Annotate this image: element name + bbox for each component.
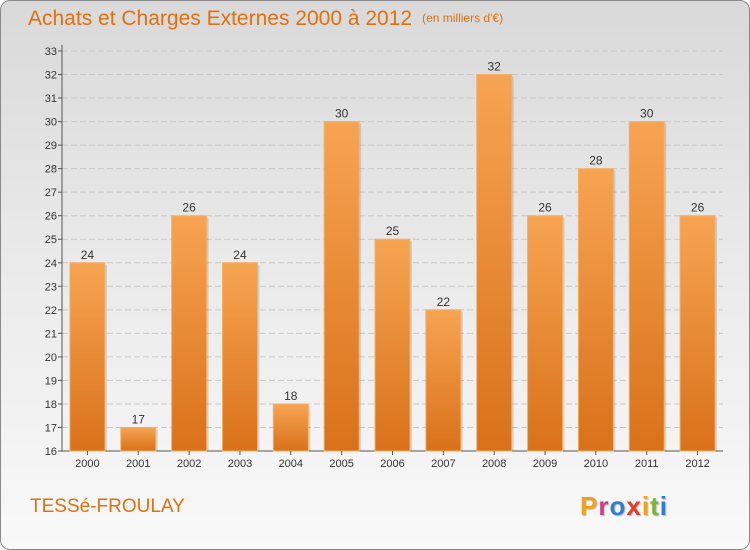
y-tick-label: 29 [45, 140, 57, 152]
data-label: 30 [640, 107, 654, 121]
y-axis-ticks: 16 17 18 19 20 21 22 23 24 25 26 27 28 29 30 31 32 33 [45, 46, 62, 458]
proxiti-logo: Proxiti [580, 491, 688, 523]
y-tick-label: 23 [45, 281, 57, 293]
x-tick-label: 2006 [380, 458, 404, 470]
x-tick-label: 2008 [482, 458, 506, 470]
bar [120, 426, 157, 452]
data-label: 26 [538, 201, 552, 215]
x-tick-label: 2007 [431, 458, 455, 470]
y-tick-label: 31 [45, 93, 57, 105]
bar [628, 121, 665, 452]
data-label: 18 [284, 389, 298, 403]
y-tick-label: 26 [45, 211, 57, 223]
data-labels: 24 17 26 24 18 30 25 22 32 26 28 30 26 [81, 60, 705, 427]
y-tick-label: 22 [45, 305, 57, 317]
title-unit: (en milliers d'€) [422, 11, 504, 25]
data-label: 32 [488, 60, 502, 74]
bar [577, 168, 614, 452]
data-label: 24 [233, 248, 247, 262]
y-tick-label: 27 [45, 187, 57, 199]
bar [221, 262, 258, 452]
bar [374, 238, 411, 452]
bars [69, 74, 718, 452]
data-label: 25 [386, 224, 400, 238]
y-tick-label: 25 [45, 234, 57, 246]
data-label: 26 [691, 201, 705, 215]
bar [425, 309, 462, 452]
data-label: 30 [335, 107, 349, 121]
logo-letter: t [650, 491, 660, 521]
bar [69, 262, 106, 452]
y-tick-label: 32 [45, 70, 57, 82]
logo-letter: i [659, 491, 668, 521]
y-tick-label: 21 [45, 328, 57, 340]
x-tick-label: 2012 [685, 458, 709, 470]
y-tick-label: 30 [45, 117, 57, 129]
data-label: 26 [182, 201, 196, 215]
logo-letter: i [641, 491, 651, 521]
y-tick-label: 24 [45, 258, 57, 270]
data-label: 28 [589, 154, 603, 168]
x-tick-label: 2002 [177, 458, 201, 470]
data-label: 17 [132, 412, 146, 426]
bar [679, 215, 716, 452]
bar [272, 403, 309, 452]
y-tick-label: 19 [45, 375, 57, 387]
bar [171, 215, 208, 452]
x-tick-label: 2011 [635, 458, 659, 470]
x-tick-label: 2005 [329, 458, 353, 470]
bar [323, 121, 360, 452]
logo-letter: P [580, 491, 599, 521]
y-tick-label: 33 [45, 46, 57, 58]
x-tick-label: 2001 [126, 458, 150, 470]
y-tick-label: 18 [45, 399, 57, 411]
data-label: 24 [81, 248, 95, 262]
y-tick-label: 20 [45, 352, 57, 364]
x-tick-label: 2000 [75, 458, 99, 470]
y-tick-label: 17 [45, 422, 57, 434]
x-axis-ticks: 2000 2001 2002 2003 2004 2005 2006 2007 2008 2009… [75, 451, 710, 470]
logo-letter: x [626, 491, 642, 521]
bar [527, 215, 564, 452]
title-text: Achats et Charges Externes 2000 à 2012 [28, 7, 413, 30]
x-tick-label: 2009 [533, 458, 557, 470]
commune-name: TESSé-FROULAY [30, 496, 185, 517]
y-tick-label: 28 [45, 164, 57, 176]
x-tick-label: 2003 [228, 458, 252, 470]
logo-letter: o [609, 491, 627, 521]
bar [476, 74, 513, 452]
logo-letter: r [598, 491, 610, 521]
y-tick-label: 16 [45, 446, 57, 458]
chart-title: Achats et Charges Externes 2000 à 2012 (e… [28, 7, 503, 31]
x-tick-label: 2010 [584, 458, 608, 470]
x-tick-label: 2004 [279, 458, 303, 470]
data-label: 22 [437, 295, 451, 309]
